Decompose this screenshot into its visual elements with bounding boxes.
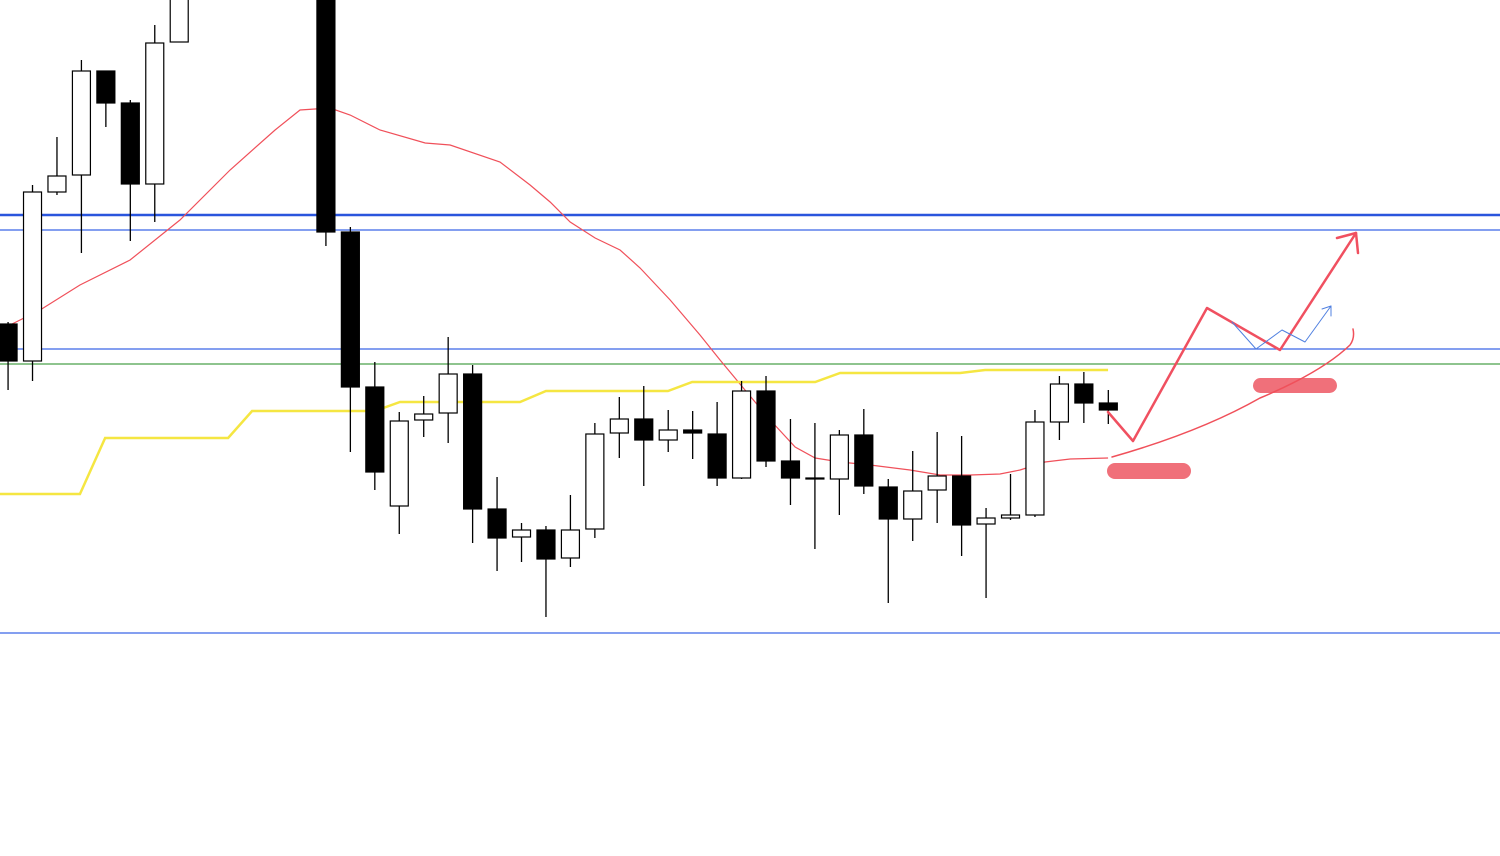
candle-body xyxy=(438,373,458,414)
candle-body xyxy=(903,490,923,520)
candle-body xyxy=(511,529,532,538)
candle-body xyxy=(780,460,801,479)
candle-body xyxy=(120,102,140,185)
candle-body xyxy=(878,486,898,520)
candle-body xyxy=(463,373,483,510)
candle-body xyxy=(560,529,581,559)
candle-body xyxy=(71,70,92,176)
candle-body xyxy=(365,386,385,473)
candle-body xyxy=(854,434,874,487)
overlay-line xyxy=(0,107,1109,476)
candle-body xyxy=(658,429,678,441)
candle-body xyxy=(414,413,434,421)
candle-body xyxy=(634,418,654,441)
candle-body xyxy=(805,477,825,480)
candle-body xyxy=(389,420,409,507)
candle-body xyxy=(976,517,996,525)
candle-body xyxy=(536,529,556,560)
candle-body xyxy=(96,70,116,104)
candle-body xyxy=(169,0,189,43)
projection-arrow-small xyxy=(1231,305,1332,350)
projection-arrow xyxy=(1106,231,1358,443)
candle-body xyxy=(1025,421,1045,516)
candle-body xyxy=(927,475,947,491)
candle-body xyxy=(47,175,67,193)
candle-body xyxy=(22,191,43,362)
arrow-head xyxy=(1335,231,1360,255)
candle-body xyxy=(487,508,507,539)
candle-body xyxy=(1074,383,1094,404)
candle-body xyxy=(1049,383,1070,423)
candle-body xyxy=(316,0,336,233)
candle-body xyxy=(340,231,360,388)
candle-body xyxy=(0,323,18,362)
candle-body xyxy=(756,390,776,462)
candle-body xyxy=(731,390,752,479)
candle-body xyxy=(609,418,629,434)
candle-body xyxy=(683,429,703,434)
plot xyxy=(0,0,1500,634)
candle-body xyxy=(1000,514,1021,519)
candle-body xyxy=(585,433,605,530)
arrow-head xyxy=(1321,305,1332,317)
projection-curve xyxy=(1111,328,1355,458)
candle-body xyxy=(1098,402,1118,411)
candle-body xyxy=(829,434,849,480)
candle-body xyxy=(145,42,165,185)
candle-body xyxy=(952,475,972,526)
candle-body xyxy=(707,433,727,479)
highlight xyxy=(1253,378,1337,393)
highlight xyxy=(1107,463,1191,479)
overlay-line xyxy=(0,368,1109,496)
annotations xyxy=(1106,231,1360,479)
